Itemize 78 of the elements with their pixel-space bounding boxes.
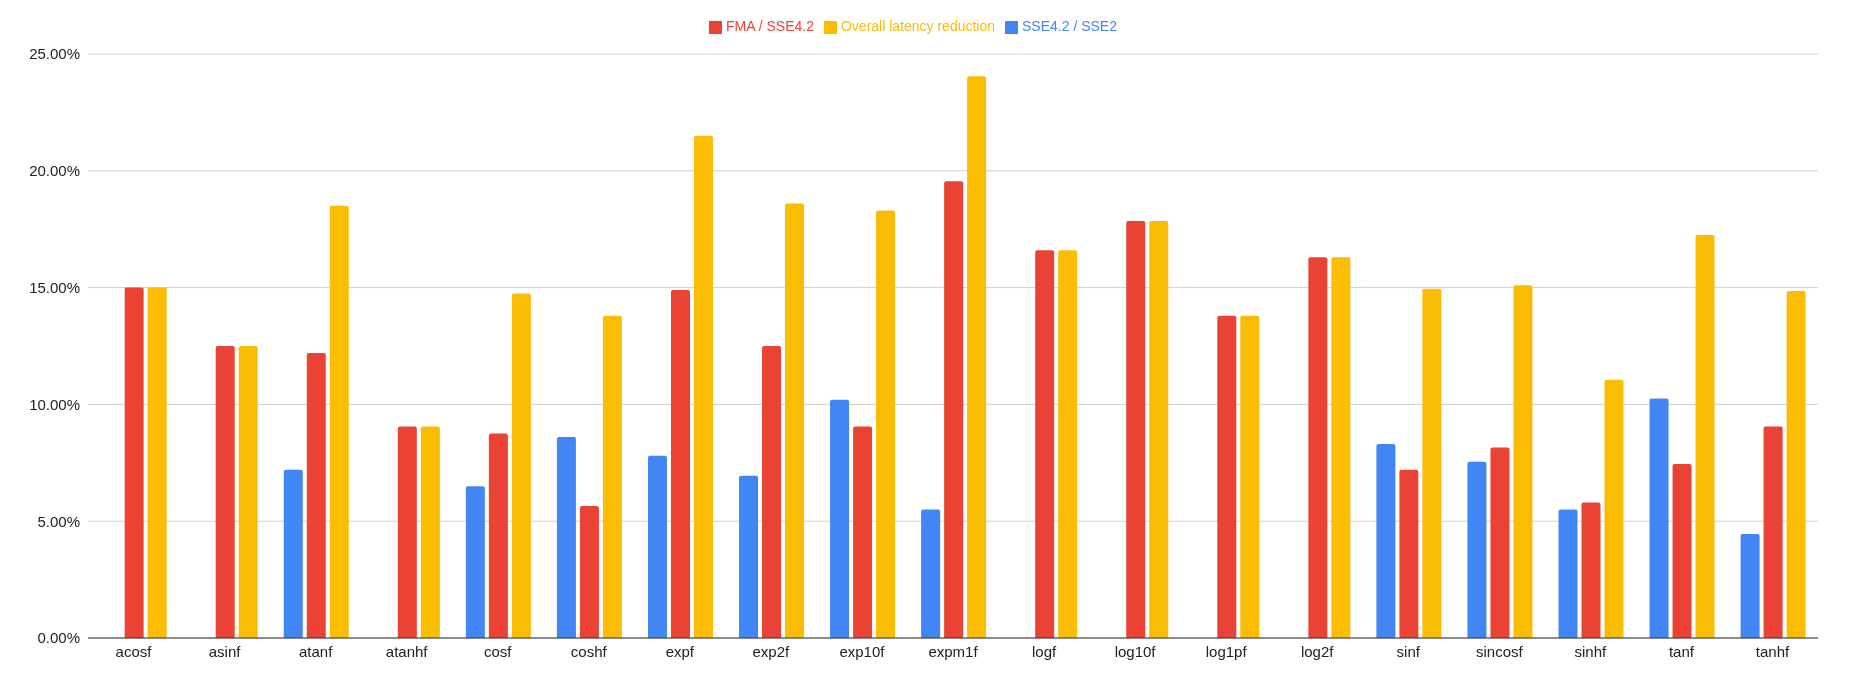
- x-tick-label: sinf: [1396, 642, 1421, 660]
- bar: [1399, 469, 1419, 638]
- bar: [1604, 379, 1624, 638]
- bar: [602, 315, 622, 638]
- bar: [967, 76, 987, 638]
- x-tick-label: coshf: [570, 642, 608, 660]
- bar: [1490, 447, 1510, 638]
- x-tick-label: logf: [1031, 642, 1057, 660]
- bar: [1581, 502, 1601, 638]
- bar: [1217, 315, 1237, 638]
- x-tick-label: sincosf: [1475, 642, 1524, 660]
- bar: [511, 293, 531, 638]
- bar: [488, 433, 508, 638]
- y-tick-label: 10.00%: [29, 395, 80, 413]
- x-tick-label: expf: [665, 642, 695, 660]
- bar: [876, 210, 896, 638]
- bar: [921, 509, 941, 638]
- bar: [1422, 288, 1442, 638]
- bar: [1467, 461, 1487, 638]
- x-tick-label: tanhf: [1755, 642, 1790, 660]
- x-tick-label: log1pf: [1205, 642, 1248, 660]
- bar: [1149, 221, 1169, 638]
- x-tick-label: log10f: [1114, 642, 1157, 660]
- bar: [853, 426, 873, 638]
- x-tick-label: acosf: [115, 642, 153, 660]
- bar: [647, 455, 667, 638]
- x-tick-label: cosf: [483, 642, 513, 660]
- bar: [1763, 426, 1783, 638]
- y-tick-label: 20.00%: [29, 162, 80, 180]
- bar: [1649, 398, 1669, 638]
- bar: [1308, 257, 1328, 638]
- bar: [1513, 285, 1533, 638]
- bar: [283, 469, 303, 638]
- bar: [944, 181, 964, 638]
- x-tick-label: log2f: [1300, 642, 1335, 660]
- bar: [420, 426, 440, 638]
- bar: [1058, 250, 1078, 638]
- bar: [329, 205, 349, 638]
- bar: [785, 203, 805, 638]
- x-tick-label: exp2f: [752, 642, 791, 660]
- x-tick-label: atanf: [298, 642, 334, 660]
- bar: [693, 135, 713, 638]
- bar: [830, 399, 850, 638]
- bar: [397, 426, 417, 638]
- legend-label: FMA / SSE4.2: [726, 18, 814, 34]
- bar: [1240, 315, 1260, 638]
- bar: [1695, 235, 1715, 638]
- y-tick-label: 15.00%: [29, 278, 80, 296]
- y-tick-label: 0.00%: [37, 629, 80, 647]
- bar: [1376, 444, 1396, 638]
- bar: [1558, 509, 1578, 638]
- x-tick-label: asinf: [208, 642, 242, 660]
- bar: [556, 437, 576, 638]
- y-tick-label: 25.00%: [29, 45, 80, 63]
- bar: [1035, 250, 1055, 638]
- bar: [579, 506, 599, 638]
- bar: [215, 346, 235, 638]
- bar: [670, 289, 690, 638]
- bar: [147, 287, 167, 638]
- bar: [1786, 291, 1806, 638]
- x-tick-label: tanf: [1668, 642, 1695, 660]
- x-tick-label: atanhf: [385, 642, 429, 660]
- x-tick-label: expm1f: [928, 642, 979, 660]
- bar: [739, 475, 759, 638]
- bar: [465, 486, 485, 638]
- bar: [306, 353, 326, 638]
- bar: [1672, 463, 1692, 638]
- y-tick-label: 5.00%: [37, 512, 80, 530]
- x-tick-label: exp10f: [839, 642, 886, 660]
- bar: [238, 346, 258, 638]
- legend-label: Overall latency reduction: [840, 18, 996, 34]
- bar: [1331, 257, 1351, 638]
- bar: [1740, 534, 1760, 638]
- bar: [762, 346, 782, 638]
- x-tick-label: sinhf: [1574, 642, 1608, 660]
- bar: [1126, 221, 1146, 638]
- bar: [124, 287, 144, 638]
- legend-label: SSE4.2 / SSE2: [1022, 18, 1117, 34]
